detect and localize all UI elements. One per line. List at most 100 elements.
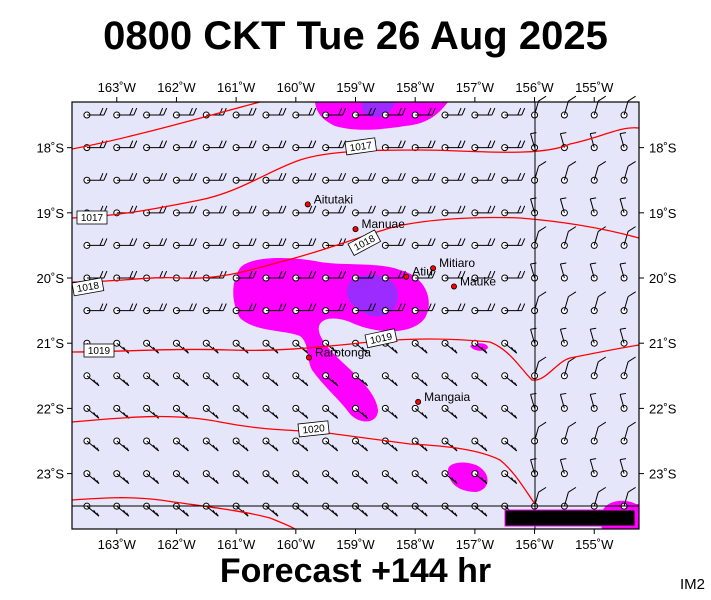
wind-barb: [441, 270, 466, 282]
lon-tick-label-bottom: 159˚W: [336, 537, 375, 552]
wind-barb: [559, 197, 568, 217]
wind-barb: [590, 95, 607, 119]
wind-barb: [172, 107, 197, 119]
wind-barb: [411, 339, 428, 354]
isobar-line: [71, 338, 640, 381]
place-marker: [430, 265, 437, 272]
lat-tick-label-right: 20˚S: [649, 271, 677, 286]
wind-barb: [262, 339, 279, 354]
wind-barb: [620, 291, 636, 315]
lon-tick-label-bottom: 157˚W: [456, 537, 495, 552]
lon-tick-label-top: 160˚W: [277, 80, 316, 95]
wind-barb: [381, 372, 398, 387]
wind-barb: [322, 372, 339, 387]
wind-barb: [113, 372, 130, 387]
wind-barb: [172, 372, 189, 387]
wind-barb: [619, 392, 628, 412]
wind-barb: [471, 437, 488, 452]
wind-barb: [292, 270, 317, 282]
wind-barb: [501, 339, 518, 354]
place-label: Rarotonga: [315, 346, 371, 360]
lon-tick-label-top: 157˚W: [456, 80, 495, 95]
wind-barb: [560, 291, 577, 315]
wind-barb: [352, 404, 368, 419]
forecast-label: Forecast +144 hr: [219, 552, 492, 590]
map-title: 0800 CKT Tue 26 Aug 2025: [103, 14, 608, 58]
wind-barb: [352, 303, 376, 315]
wind-barb: [232, 303, 257, 315]
wind-barb: [411, 404, 428, 419]
wind-barb: [322, 303, 347, 315]
wind-barb: [501, 470, 518, 484]
wind-barb: [292, 404, 309, 419]
lat-tick-label-right: 23˚S: [649, 467, 677, 482]
wind-barb: [352, 437, 368, 452]
wind-barb: [262, 404, 279, 419]
wind-barb: [471, 107, 496, 119]
wind-barb: [441, 372, 458, 387]
isobar-label: 1017: [344, 137, 377, 156]
wind-barb: [589, 458, 598, 478]
wind-barb: [262, 437, 279, 452]
wind-barb: [232, 140, 257, 152]
wind-barb: [411, 205, 436, 217]
wind-barb: [83, 470, 100, 484]
wind-barb: [381, 173, 406, 184]
wind-barb: [143, 107, 168, 119]
wind-barb: [352, 270, 376, 282]
wind-barb: [262, 372, 279, 387]
place-marker: [304, 201, 311, 208]
lat-tick-label-right: 19˚S: [649, 206, 677, 221]
wind-barb: [232, 270, 257, 282]
wind-barb: [232, 404, 249, 419]
wind-barb: [589, 132, 598, 152]
lon-tick-label-bottom: 162˚W: [157, 537, 196, 552]
wind-barb: [381, 107, 406, 119]
wind-barb: [232, 339, 249, 354]
wind-barb: [381, 303, 406, 315]
isobar-line: [71, 101, 261, 150]
lat-tick-label-left: 21˚S: [37, 336, 65, 351]
wind-barb: [172, 339, 189, 354]
wind-barb: [352, 107, 376, 119]
wind-barb: [83, 173, 108, 184]
wind-barb: [559, 458, 568, 478]
wind-barb: [620, 226, 636, 249]
wind-barb: [501, 107, 526, 119]
wind-barb: [381, 470, 398, 484]
wind-barb: [232, 107, 257, 119]
lat-tick-label-right: 22˚S: [649, 401, 677, 416]
wind-barb: [619, 262, 628, 282]
wind-barb: [501, 140, 526, 152]
wind-barb: [590, 421, 607, 445]
svg-text:1018: 1018: [76, 280, 100, 295]
place-marker: [305, 354, 312, 361]
wind-barb: [172, 140, 197, 152]
wind-barb: [619, 197, 628, 217]
wind-barb: [560, 421, 577, 445]
lon-tick-label-top: 158˚W: [396, 80, 435, 95]
wind-barb: [381, 140, 406, 152]
place-label: Mauke: [460, 274, 496, 288]
wind-barb: [202, 372, 219, 387]
wind-barb: [560, 160, 577, 184]
wind-barb: [143, 140, 168, 152]
wind-barb: [232, 437, 249, 452]
wind-barb: [501, 238, 526, 249]
wind-barb: [113, 404, 130, 419]
lon-tick-label-bottom: 160˚W: [277, 537, 316, 552]
wind-barb: [441, 238, 466, 249]
wind-barb: [262, 173, 287, 184]
wind-barb: [411, 372, 428, 387]
precip-south: [448, 462, 488, 492]
wind-barb: [172, 173, 197, 184]
wind-barb: [322, 404, 339, 419]
wind-barb: [143, 238, 168, 249]
wind-barb: [381, 437, 398, 452]
wind-barb: [559, 392, 568, 412]
wind-barb: [202, 173, 227, 184]
lat-tick-label-left: 20˚S: [37, 271, 65, 286]
lon-tick-label-top: 159˚W: [336, 80, 375, 95]
wind-barb: [322, 173, 347, 184]
